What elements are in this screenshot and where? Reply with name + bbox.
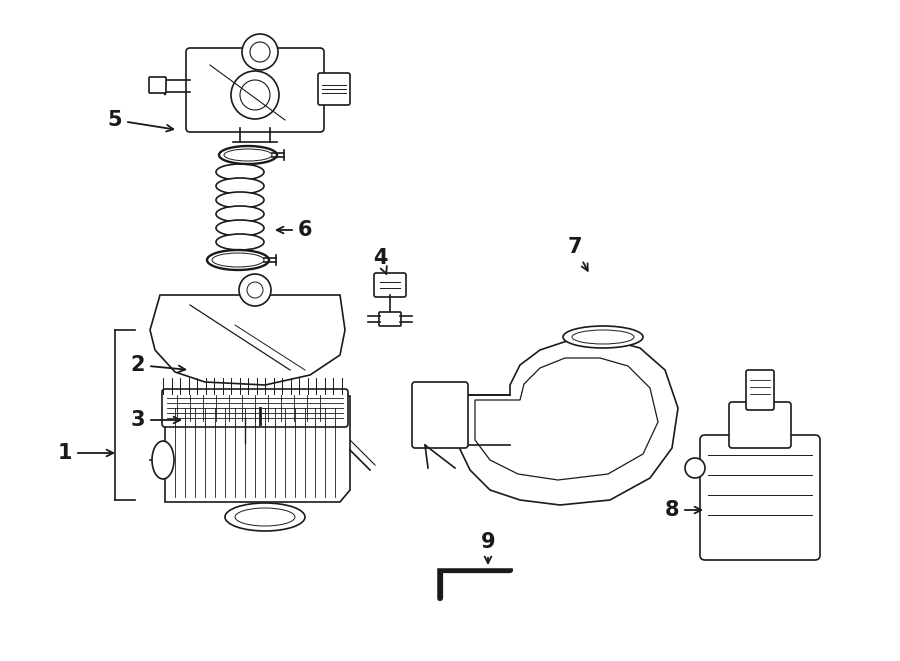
Ellipse shape <box>572 330 634 344</box>
FancyBboxPatch shape <box>162 389 348 427</box>
Ellipse shape <box>216 234 264 250</box>
Ellipse shape <box>224 149 272 161</box>
FancyBboxPatch shape <box>318 73 350 105</box>
Text: 5: 5 <box>108 110 174 132</box>
FancyBboxPatch shape <box>186 48 324 132</box>
Text: 9: 9 <box>481 532 495 563</box>
FancyBboxPatch shape <box>412 382 468 448</box>
Circle shape <box>247 282 263 298</box>
Ellipse shape <box>207 250 269 270</box>
Circle shape <box>250 42 270 62</box>
Circle shape <box>231 71 279 119</box>
FancyBboxPatch shape <box>379 312 401 326</box>
Ellipse shape <box>235 508 295 526</box>
Ellipse shape <box>216 206 264 222</box>
Ellipse shape <box>216 220 264 236</box>
FancyBboxPatch shape <box>374 273 406 297</box>
FancyBboxPatch shape <box>746 370 774 410</box>
FancyBboxPatch shape <box>149 77 166 93</box>
Ellipse shape <box>219 146 277 164</box>
Ellipse shape <box>152 441 174 479</box>
Polygon shape <box>475 358 658 480</box>
Polygon shape <box>165 396 350 502</box>
Circle shape <box>685 458 705 478</box>
Text: 7: 7 <box>568 237 588 271</box>
Circle shape <box>240 80 270 110</box>
Polygon shape <box>458 340 678 505</box>
Text: 4: 4 <box>373 248 387 274</box>
Text: 1: 1 <box>58 443 113 463</box>
FancyBboxPatch shape <box>700 435 820 560</box>
Circle shape <box>242 34 278 70</box>
Ellipse shape <box>225 503 305 531</box>
Ellipse shape <box>216 178 264 194</box>
Ellipse shape <box>563 326 643 348</box>
Text: 8: 8 <box>665 500 701 520</box>
Ellipse shape <box>216 192 264 208</box>
Text: 6: 6 <box>277 220 312 240</box>
Ellipse shape <box>216 164 264 180</box>
Text: 2: 2 <box>130 355 185 375</box>
Text: 3: 3 <box>130 410 180 430</box>
FancyBboxPatch shape <box>729 402 791 448</box>
Ellipse shape <box>212 253 264 267</box>
Circle shape <box>239 274 271 306</box>
Polygon shape <box>150 295 345 385</box>
